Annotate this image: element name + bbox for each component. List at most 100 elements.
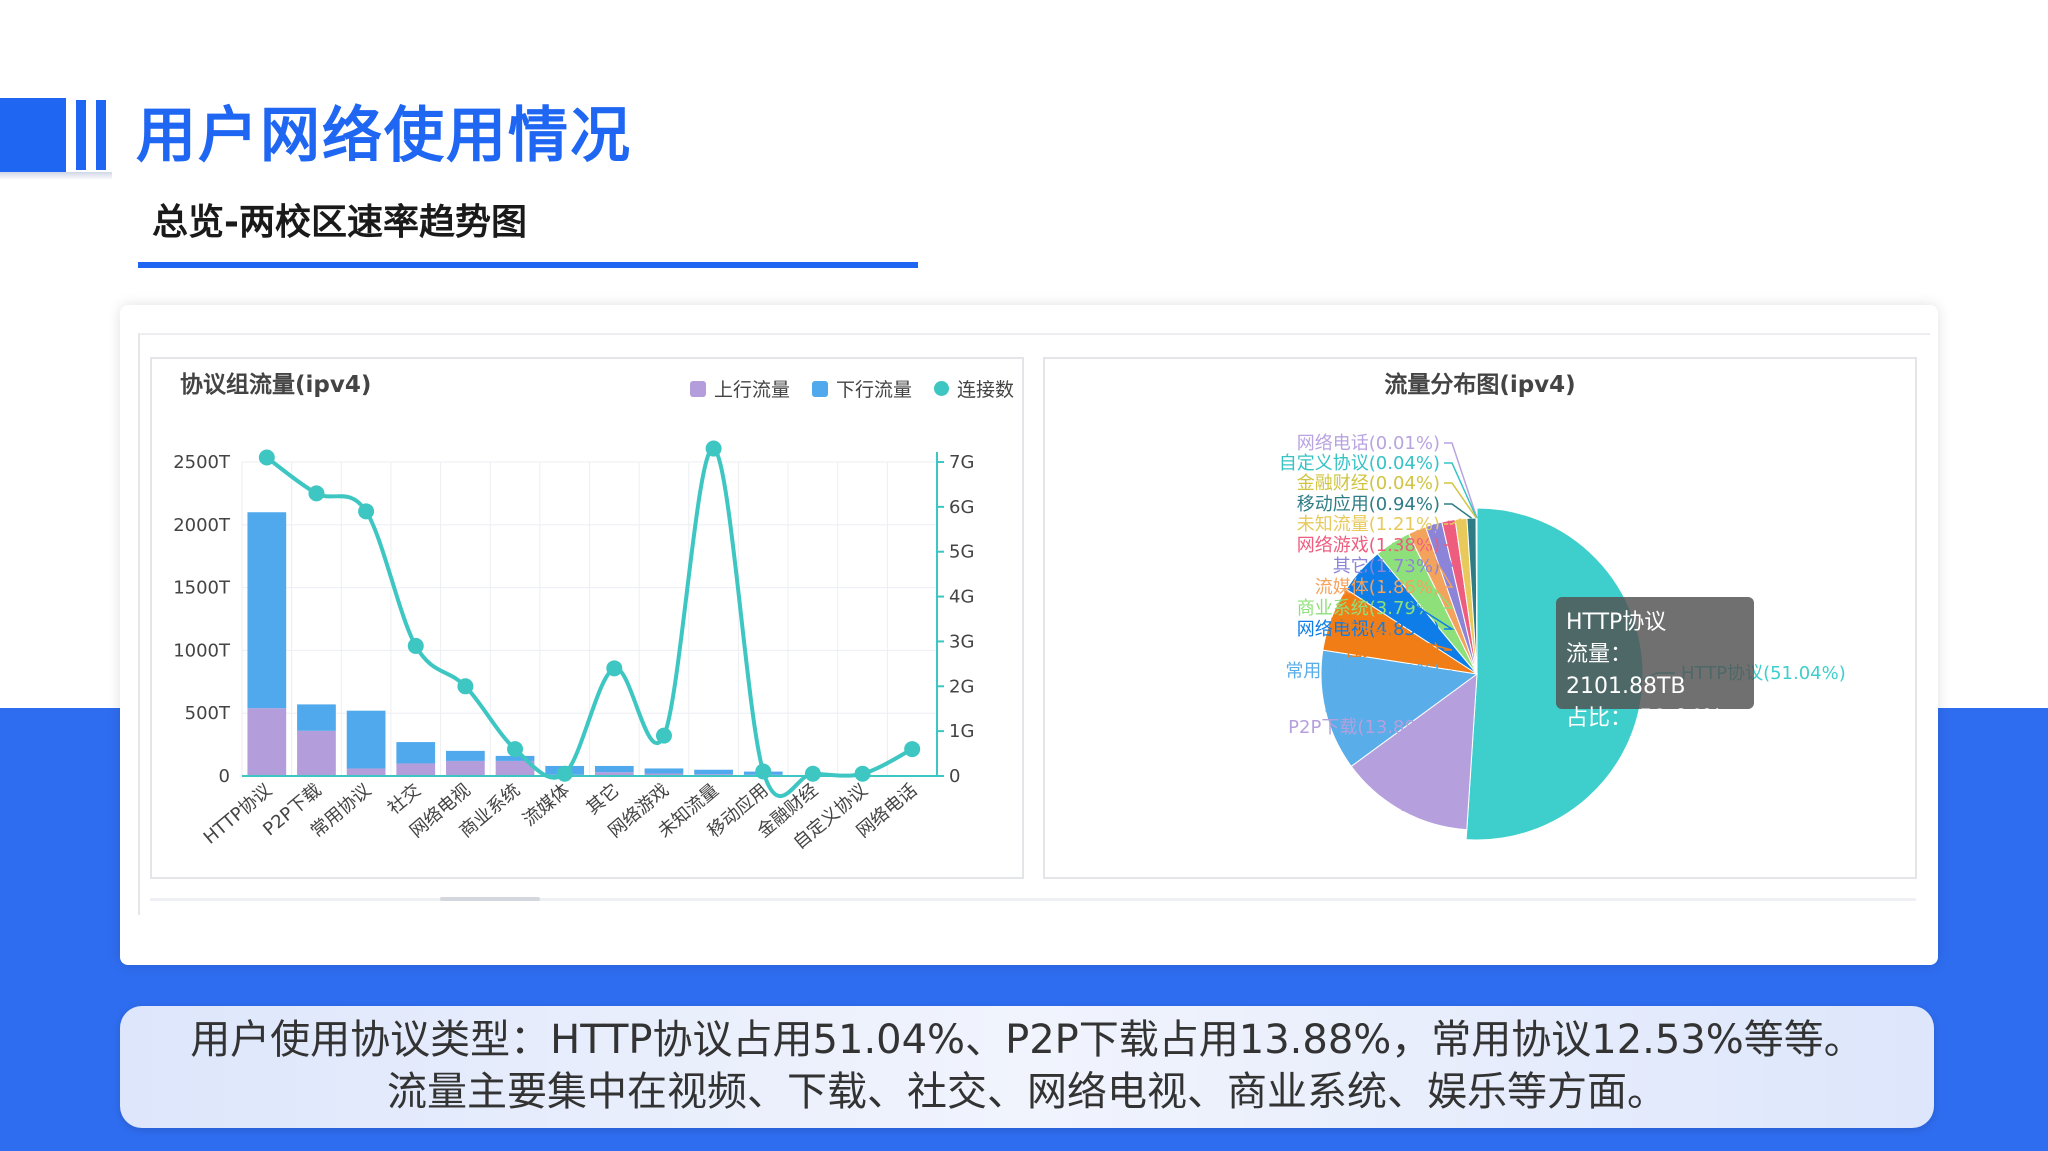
pie-label-line <box>1325 670 1453 712</box>
summary-line-2: 流量主要集中在视频、下载、社交、网络电视、商业系统、娱乐等方面。 <box>387 1069 1667 1115</box>
connections-point <box>556 765 573 782</box>
y-right-tick-label: 3G <box>949 631 974 652</box>
section-subtitle: 总览-两校区速率趋势图 <box>152 202 527 243</box>
header-bar-decoration <box>96 100 106 170</box>
pie-label-line <box>1444 462 1478 519</box>
bar-upload <box>346 768 386 776</box>
connections-point <box>308 485 325 502</box>
combo-bar-line-chart: 0 500T 1000T 1500T 2000T 2500T 0 1G 2G 3G 4G 5G 6G 7G… <box>173 440 974 854</box>
pie-slice-label: 其它(1.73%) <box>1333 556 1440 577</box>
legend-item-connections[interactable]: 连接数 <box>933 375 1014 402</box>
legend-item-upload[interactable]: 上行流量 <box>689 375 790 402</box>
bar-download <box>495 755 535 761</box>
pie-label-line <box>1444 520 1453 546</box>
subtitle-underline <box>138 262 918 268</box>
y-right-tick-label: 0 <box>949 766 960 787</box>
pie-label-line <box>1360 569 1455 630</box>
bar-download <box>446 750 485 761</box>
bar-download <box>594 765 634 773</box>
traffic-distribution-chart-panel: 流量分布图(ipv4) 网络电话(0.01%) 自定义协议(0.04%) 金融财经(… <box>1043 357 1917 879</box>
pie-slice-label: 移动应用(0.94%) <box>1297 494 1440 515</box>
legend-label-download: 下行流量 <box>835 379 912 401</box>
pie-slice <box>1350 672 1478 831</box>
protocol-traffic-chart-panel: 协议组流量(ipv4) 上行流量 下行流量 连接数 0 500T 1000T 1500… <box>150 357 1024 879</box>
connections-point <box>854 765 871 782</box>
horizontal-scrollbar-track[interactable] <box>150 898 1916 901</box>
pie-slice-label: 自定义协议(0.04%) <box>1279 453 1440 474</box>
y-right-tick-label: 6G <box>949 497 974 518</box>
pie-label-line <box>1444 503 1472 519</box>
summary-box: 用户使用协议类型：HTTP协议占用51.04%、P2P下载占用13.88%，常用… <box>120 1006 1934 1128</box>
tooltip-traffic: 流量： 2101.88TB <box>1566 642 1686 699</box>
legend-swatch-upload <box>689 380 706 397</box>
bar-download <box>644 768 684 774</box>
connections-point <box>606 660 623 677</box>
bar-download <box>346 710 386 769</box>
y-left-tick-label: 1500T <box>173 578 231 599</box>
x-category-label: 其它 <box>582 780 623 819</box>
bar-upload <box>644 773 684 776</box>
bar-upload <box>594 772 634 776</box>
connections-point <box>407 637 424 654</box>
y-right-tick-label: 5G <box>949 542 974 563</box>
connections-line <box>265 446 914 799</box>
header-block-decoration <box>0 98 66 172</box>
bar-upload <box>495 760 535 776</box>
legend-item-download[interactable]: 下行流量 <box>811 375 912 402</box>
pie-slice-label: 商业系统(3.79%) <box>1297 598 1440 619</box>
legend-swatch-download <box>811 380 828 397</box>
pie-chart: 网络电话(0.01%)自定义协议(0.04%)金融财经(0.04%)移动应用(0… <box>1279 433 1846 841</box>
bar-upload <box>446 760 485 776</box>
connections-point <box>457 678 474 695</box>
connections-point <box>358 503 375 520</box>
summary-line-1: 用户使用协议类型：HTTP协议占用51.04%、P2P下载占用13.88%，常用… <box>190 1017 1864 1063</box>
connections-point <box>705 440 722 457</box>
pie-label-line <box>1401 726 1454 812</box>
pie-slice-label: 流媒体(1.86%) <box>1315 577 1440 598</box>
pie-label-line <box>1444 482 1477 519</box>
pie-slice-label: 社交(6.7%) <box>1344 640 1440 661</box>
connections-point <box>804 765 821 782</box>
pie-label-line <box>1444 518 1462 525</box>
right-chart-title: 流量分布图(ipv4) <box>1384 372 1576 398</box>
pie-label-line <box>1391 542 1454 609</box>
y-left-tick-label: 500T <box>185 703 231 724</box>
legend-swatch-connections <box>933 381 949 396</box>
legend-label-upload: 上行流量 <box>713 379 790 401</box>
y-left-tick-label: 2500T <box>173 452 231 473</box>
y-right-tick-label: 4G <box>949 587 974 608</box>
x-category-label: 社交 <box>384 780 425 819</box>
bar-upload <box>396 763 436 776</box>
pie-label-line <box>1331 617 1453 651</box>
y-left-tick-label: 0 <box>219 766 230 787</box>
pie-slice-label: 金融财经(0.04%) <box>1297 473 1440 494</box>
pie-label-line <box>1432 523 1454 567</box>
connections-point <box>755 763 772 780</box>
bar-download <box>297 704 336 731</box>
horizontal-scrollbar-thumb[interactable] <box>440 897 540 901</box>
legend-label-connections: 连接数 <box>956 379 1014 401</box>
connections-point <box>904 741 921 758</box>
chart-legend: 上行流量 下行流量 连接数 <box>689 375 1014 402</box>
bar-download <box>396 742 436 764</box>
bar-download <box>247 512 287 709</box>
y-right-tick-label: 1G <box>949 721 974 742</box>
background-band-bottom <box>0 1148 2048 1151</box>
chart-tooltip: HTTP协议 流量： 2101.88TB 占比： 51.04% <box>1556 597 1754 731</box>
x-category-label: 流媒体 <box>519 780 574 831</box>
bar-upload <box>247 708 287 776</box>
pie-slice-label: 常用协议(12.53%) <box>1285 661 1440 682</box>
pie-label-line <box>1416 529 1454 588</box>
header-bar-decoration <box>76 100 86 170</box>
tooltip-title: HTTP协议 <box>1566 610 1667 635</box>
connections-point <box>507 741 524 758</box>
left-chart-title: 协议组流量(ipv4) <box>180 372 372 398</box>
y-left-tick-label: 2000T <box>173 515 231 536</box>
pie-slice-label: 未知流量(1.21%) <box>1297 514 1440 535</box>
y-right-tick-label: 7G <box>949 452 974 473</box>
pie-slice-label: 网络游戏(1.38%) <box>1297 535 1440 556</box>
pie-slice-label: 网络电话(0.01%) <box>1297 433 1440 454</box>
bar-download <box>694 769 733 775</box>
pie-slice-label: P2P下载(13.88%) <box>1288 717 1440 738</box>
connections-point <box>655 727 672 744</box>
